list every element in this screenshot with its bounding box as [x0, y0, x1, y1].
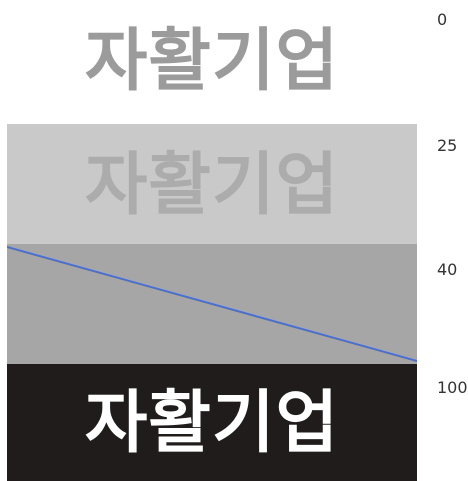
brand-word: 자활기업	[84, 22, 340, 101]
level-label-0: 0	[437, 10, 448, 29]
brand-word: 자활기업	[84, 146, 340, 225]
swatch-100-percent: 자활기업	[7, 364, 417, 481]
brand-word: 자활기업	[84, 384, 340, 463]
swatch-40-percent	[7, 244, 417, 364]
swatch-25-percent: 자활기업	[7, 124, 417, 244]
level-label-25: 25	[437, 136, 458, 155]
level-label-100: 100	[437, 378, 468, 397]
level-label-40: 40	[437, 260, 458, 279]
swatch-0-percent: 자활기업	[7, 0, 417, 124]
